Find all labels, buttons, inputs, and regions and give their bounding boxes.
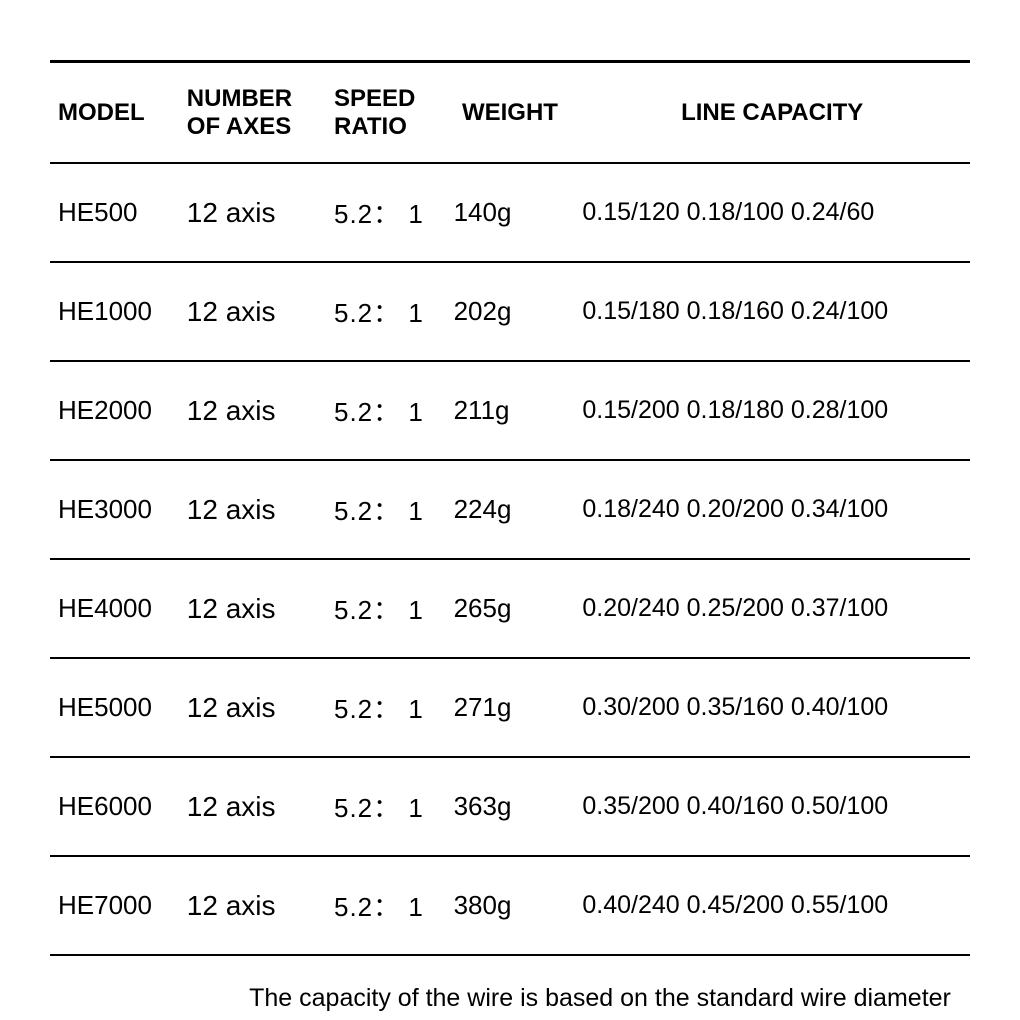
col-header-axes: NUMBEROF AXES bbox=[179, 62, 326, 164]
cell-capacity: 0.15/200 0.18/180 0.28/100 bbox=[574, 361, 970, 460]
cell-capacity: 0.15/120 0.18/100 0.24/60 bbox=[574, 163, 970, 262]
cell-ratio: 5.2： 1 bbox=[326, 163, 446, 262]
table-row: HE600012 axis5.2： 1363g0.35/200 0.40/160… bbox=[50, 757, 970, 856]
table-row: HE100012 axis5.2： 1202g0.15/180 0.18/160… bbox=[50, 262, 970, 361]
cell-weight: 140g bbox=[446, 163, 575, 262]
cell-axes: 12 axis bbox=[179, 559, 326, 658]
col-header-capacity: LINE CAPACITY bbox=[574, 62, 970, 164]
cell-model: HE3000 bbox=[50, 460, 179, 559]
cell-capacity: 0.15/180 0.18/160 0.24/100 bbox=[574, 262, 970, 361]
cell-capacity: 0.40/240 0.45/200 0.55/100 bbox=[574, 856, 970, 955]
cell-weight: 363g bbox=[446, 757, 575, 856]
cell-ratio: 5.2： 1 bbox=[326, 460, 446, 559]
cell-model: HE2000 bbox=[50, 361, 179, 460]
cell-weight: 211g bbox=[446, 361, 575, 460]
cell-weight: 202g bbox=[446, 262, 575, 361]
cell-capacity: 0.20/240 0.25/200 0.37/100 bbox=[574, 559, 970, 658]
table-row: HE200012 axis5.2： 1211g0.15/200 0.18/180… bbox=[50, 361, 970, 460]
col-header-weight: WEIGHT bbox=[446, 62, 575, 164]
cell-axes: 12 axis bbox=[179, 262, 326, 361]
col-header-ratio: SPEEDRATIO bbox=[326, 62, 446, 164]
footnote: The capacity of the wire is based on the… bbox=[50, 956, 970, 1013]
cell-model: HE5000 bbox=[50, 658, 179, 757]
cell-axes: 12 axis bbox=[179, 757, 326, 856]
cell-model: HE7000 bbox=[50, 856, 179, 955]
table-row: HE500012 axis5.2： 1271g0.30/200 0.35/160… bbox=[50, 658, 970, 757]
table-header-row: MODEL NUMBEROF AXES SPEEDRATIO WEIGHT LI… bbox=[50, 62, 970, 164]
cell-ratio: 5.2： 1 bbox=[326, 658, 446, 757]
table-row: HE700012 axis5.2： 1380g0.40/240 0.45/200… bbox=[50, 856, 970, 955]
cell-ratio: 5.2： 1 bbox=[326, 757, 446, 856]
cell-capacity: 0.35/200 0.40/160 0.50/100 bbox=[574, 757, 970, 856]
col-header-model: MODEL bbox=[50, 62, 179, 164]
cell-model: HE4000 bbox=[50, 559, 179, 658]
cell-ratio: 5.2： 1 bbox=[326, 262, 446, 361]
cell-model: HE500 bbox=[50, 163, 179, 262]
cell-ratio: 5.2： 1 bbox=[326, 559, 446, 658]
cell-axes: 12 axis bbox=[179, 361, 326, 460]
cell-axes: 12 axis bbox=[179, 856, 326, 955]
table-body: HE50012 axis5.2： 1140g0.15/120 0.18/100 … bbox=[50, 163, 970, 955]
cell-axes: 12 axis bbox=[179, 163, 326, 262]
cell-weight: 380g bbox=[446, 856, 575, 955]
cell-weight: 265g bbox=[446, 559, 575, 658]
cell-model: HE6000 bbox=[50, 757, 179, 856]
cell-axes: 12 axis bbox=[179, 460, 326, 559]
cell-weight: 271g bbox=[446, 658, 575, 757]
cell-capacity: 0.18/240 0.20/200 0.34/100 bbox=[574, 460, 970, 559]
cell-capacity: 0.30/200 0.35/160 0.40/100 bbox=[574, 658, 970, 757]
cell-ratio: 5.2： 1 bbox=[326, 361, 446, 460]
table-row: HE300012 axis5.2： 1224g0.18/240 0.20/200… bbox=[50, 460, 970, 559]
cell-ratio: 5.2： 1 bbox=[326, 856, 446, 955]
cell-model: HE1000 bbox=[50, 262, 179, 361]
spec-table: MODEL NUMBEROF AXES SPEEDRATIO WEIGHT LI… bbox=[50, 60, 970, 956]
table-row: HE50012 axis5.2： 1140g0.15/120 0.18/100 … bbox=[50, 163, 970, 262]
cell-axes: 12 axis bbox=[179, 658, 326, 757]
cell-weight: 224g bbox=[446, 460, 575, 559]
table-row: HE400012 axis5.2： 1265g0.20/240 0.25/200… bbox=[50, 559, 970, 658]
